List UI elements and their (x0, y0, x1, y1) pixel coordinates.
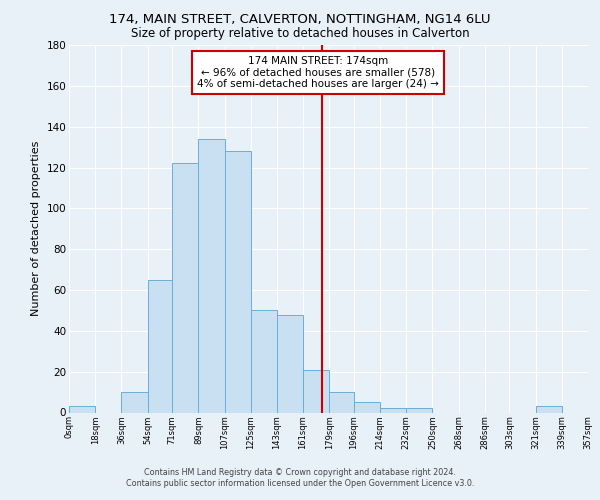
Bar (121, 392, 148, 412)
Text: Size of property relative to detached houses in Calverton: Size of property relative to detached ho… (131, 28, 469, 40)
Bar (354, 402, 380, 412)
Bar (380, 408, 406, 412)
Text: 174, MAIN STREET, CALVERTON, NOTTINGHAM, NG14 6LU: 174, MAIN STREET, CALVERTON, NOTTINGHAM,… (109, 12, 491, 26)
Bar (536, 406, 562, 412)
Text: Contains HM Land Registry data © Crown copyright and database right 2024.
Contai: Contains HM Land Registry data © Crown c… (126, 468, 474, 487)
Bar (251, 310, 277, 412)
Bar (303, 370, 329, 412)
Text: 174 MAIN STREET: 174sqm
← 96% of detached houses are smaller (578)
4% of semi-de: 174 MAIN STREET: 174sqm ← 96% of detache… (197, 56, 439, 89)
Bar (69, 406, 95, 412)
Bar (329, 392, 354, 412)
Y-axis label: Number of detached properties: Number of detached properties (31, 141, 41, 316)
Bar (199, 139, 224, 412)
Bar (277, 314, 303, 412)
Bar (224, 151, 251, 412)
Bar (406, 408, 433, 412)
Bar (148, 280, 172, 412)
Bar (172, 164, 199, 412)
